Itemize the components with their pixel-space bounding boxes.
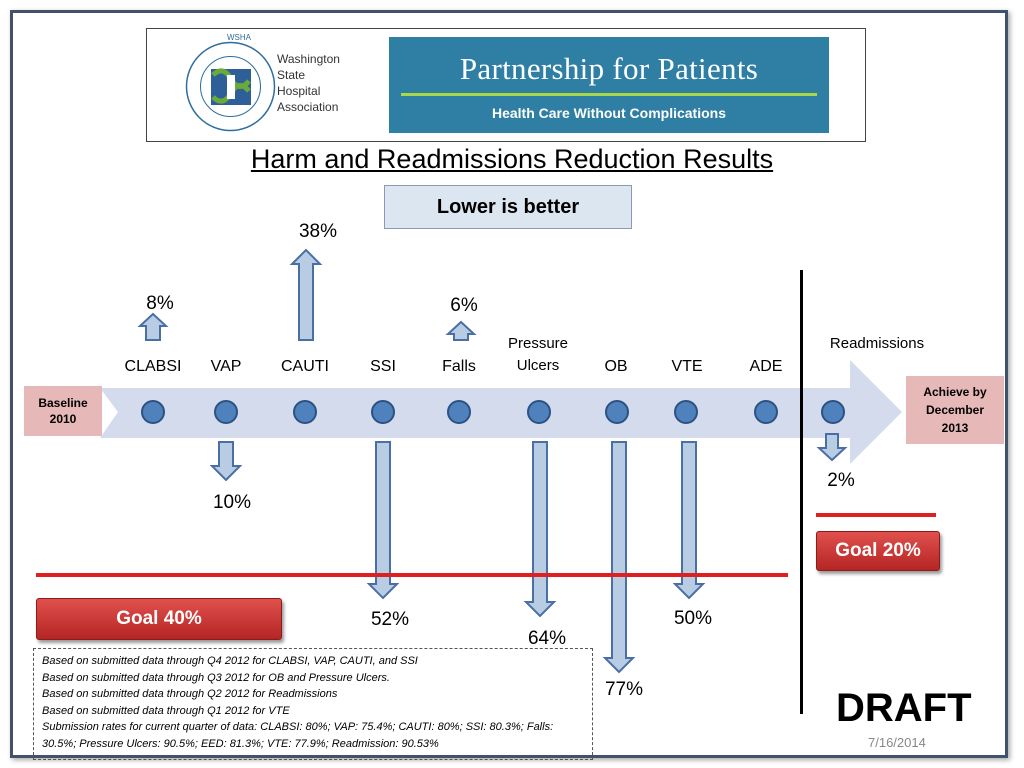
marker-pressure-ulcers — [527, 400, 551, 424]
change-value-ob: 77% — [604, 679, 644, 700]
marker-cauti — [293, 400, 317, 424]
arrow-down-pressure-ulcers — [523, 441, 557, 618]
category-label-clabsi: CLABSI — [124, 358, 182, 375]
note-line: Based on submitted data through Q1 2012 … — [42, 704, 290, 717]
org-name-line: Hospital — [277, 84, 321, 98]
achieve-box: Achieve by December 2013 — [906, 376, 1004, 444]
marker-readmissions — [821, 400, 845, 424]
wsha-abbrev: WSHA — [227, 33, 251, 42]
change-value-ssi: 52% — [370, 609, 410, 630]
note-line: Based on submitted data through Q2 2012 … — [42, 688, 338, 700]
category-label-ade: ADE — [749, 358, 783, 375]
category-label-line: Ulcers — [516, 357, 560, 374]
org-name-line: State — [277, 68, 306, 82]
org-name-line: Washington — [277, 52, 340, 66]
category-label-cauti: CAUTI — [281, 358, 329, 375]
lower-is-better-box: Lower is better — [384, 185, 632, 229]
arrow-up-cauti — [289, 248, 323, 341]
goal-20-badge: Goal 20% — [816, 531, 940, 571]
achieve-label-line: December — [925, 403, 985, 417]
page-title: Harm and Readmissions Reduction Results — [250, 144, 774, 174]
category-label-ob: OB — [604, 358, 628, 375]
change-value-vte: 50% — [673, 608, 713, 629]
program-divider — [401, 93, 817, 96]
change-value-falls: 6% — [450, 295, 478, 316]
header-banner: WSHA Washington State Hospital Associati… — [146, 28, 866, 142]
change-value-readmissions: 2% — [827, 470, 855, 491]
change-value-cauti: 38% — [298, 221, 338, 242]
data-notes-box: Based on submitted data through Q4 2012 … — [33, 648, 593, 760]
marker-vte — [674, 400, 698, 424]
category-label-ssi: SSI — [370, 358, 396, 375]
category-label-readmissions: Readmissions — [829, 335, 925, 352]
marker-vap — [214, 400, 238, 424]
arrow-up-clabsi — [137, 312, 169, 341]
goal-line-harm — [36, 573, 788, 577]
program-subtitle: Health Care Without Complications — [491, 105, 726, 121]
marker-ssi — [371, 400, 395, 424]
date-label: 7/16/2014 — [868, 735, 926, 750]
change-value-clabsi: 8% — [146, 293, 174, 314]
goal-line-readmissions — [816, 513, 936, 517]
arrow-down-vap — [209, 441, 243, 482]
category-label-vte: VTE — [671, 358, 703, 375]
marker-falls — [447, 400, 471, 424]
baseline-year: 2010 — [49, 412, 77, 426]
timeline-band — [100, 360, 902, 464]
note-line: Based on submitted data through Q3 2012 … — [42, 671, 390, 684]
marker-clabsi — [141, 400, 165, 424]
goal-40-badge: Goal 40% — [36, 598, 282, 640]
arrow-down-ssi — [366, 441, 400, 600]
arrow-down-readmissions — [816, 433, 848, 462]
achieve-label-line: 2013 — [941, 421, 969, 435]
category-label-vap: VAP — [210, 358, 242, 375]
baseline-box: Baseline 2010 — [24, 386, 102, 436]
arrow-up-falls — [445, 320, 477, 341]
marker-ob — [605, 400, 629, 424]
slide-frame — [10, 10, 1008, 758]
note-line: Based on submitted data through Q4 2012 … — [42, 655, 418, 667]
wsha-logo-icon — [185, 41, 276, 132]
note-line: Submission rates for current quarter of … — [42, 721, 554, 750]
program-banner: Partnership for Patients Health Care Wit… — [389, 37, 829, 133]
change-value-pressure-ulcers: 64% — [527, 628, 567, 649]
org-name: Washington State Hospital Association — [277, 51, 340, 115]
category-label-line: Pressure — [507, 335, 569, 352]
program-title: Partnership for Patients — [459, 51, 759, 86]
category-label-pressure-ulcers: Pressure Ulcers — [493, 333, 583, 377]
section-divider — [800, 270, 803, 714]
achieve-label-line: Achieve by — [923, 385, 987, 399]
marker-ade — [754, 400, 778, 424]
org-name-line: Association — [277, 100, 339, 114]
change-value-vap: 10% — [212, 492, 252, 513]
arrow-down-ob — [602, 441, 636, 674]
arrow-down-vte — [672, 441, 706, 600]
draft-label: DRAFT — [836, 686, 972, 730]
baseline-label: Baseline — [38, 396, 88, 410]
category-label-falls: Falls — [442, 358, 476, 375]
